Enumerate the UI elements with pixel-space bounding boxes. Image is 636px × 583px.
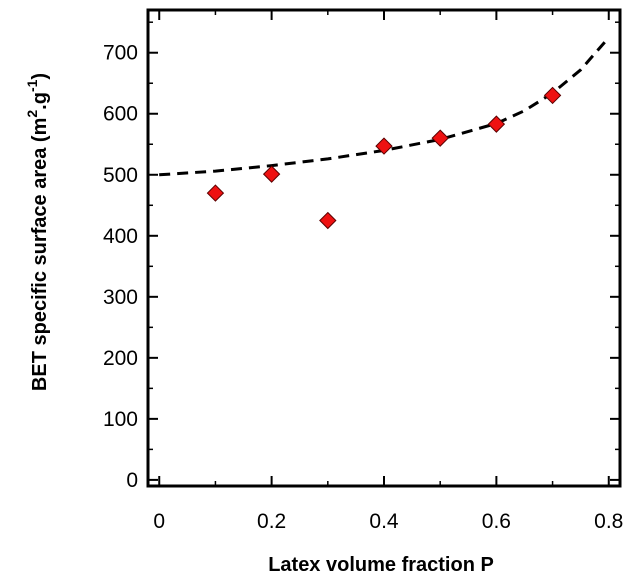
y-tick-label: 600: [103, 103, 138, 126]
plot-frame: [146, 8, 622, 488]
x-tick-label: 0.8: [594, 510, 623, 533]
x-tick-label: 0: [153, 510, 165, 533]
data-point-diamond: [262, 165, 281, 183]
x-tick-label: 0.6: [482, 510, 511, 533]
y-axis-title-sup-m: 2: [24, 110, 40, 118]
y-tick-label: 300: [103, 286, 138, 309]
x-axis-title: Latex volume fraction P: [268, 554, 494, 576]
y-tick-label: 700: [103, 42, 138, 65]
plot-border: [146, 8, 622, 488]
x-tick-label: 0.2: [257, 510, 286, 533]
data-point-diamond: [543, 86, 562, 105]
data-point-diamond: [375, 137, 393, 155]
data-point-diamond: [206, 184, 225, 202]
axis-ticks: [148, 10, 620, 486]
x-tick-label: 0.4: [369, 510, 399, 533]
y-tick-label: 200: [103, 347, 138, 370]
y-tick-label: 0: [126, 469, 138, 492]
y-axis-title-sup-g: -1: [24, 79, 40, 92]
y-tick-label: 400: [103, 225, 138, 248]
y-tick-label: 100: [103, 408, 138, 431]
data-point-diamond: [319, 211, 337, 230]
y-axis-title-close: ): [29, 73, 51, 80]
tick-labels: 0 100 200 300 400 500 600 700 0 0.2 0.4 0.6 0.8: [103, 42, 623, 533]
fit-curve-group: [159, 36, 610, 177]
y-tick-label: 500: [103, 164, 138, 187]
y-axis-title: BET specific surface area (m2.g-1): [24, 73, 51, 391]
fit-curve: [159, 36, 610, 177]
data-points: [206, 86, 562, 230]
y-axis-title-main: BET specific surface area (m: [29, 118, 51, 391]
y-axis-title-middle: .g: [29, 92, 51, 110]
data-point-diamond: [431, 129, 449, 147]
data-point-diamond: [487, 115, 506, 133]
